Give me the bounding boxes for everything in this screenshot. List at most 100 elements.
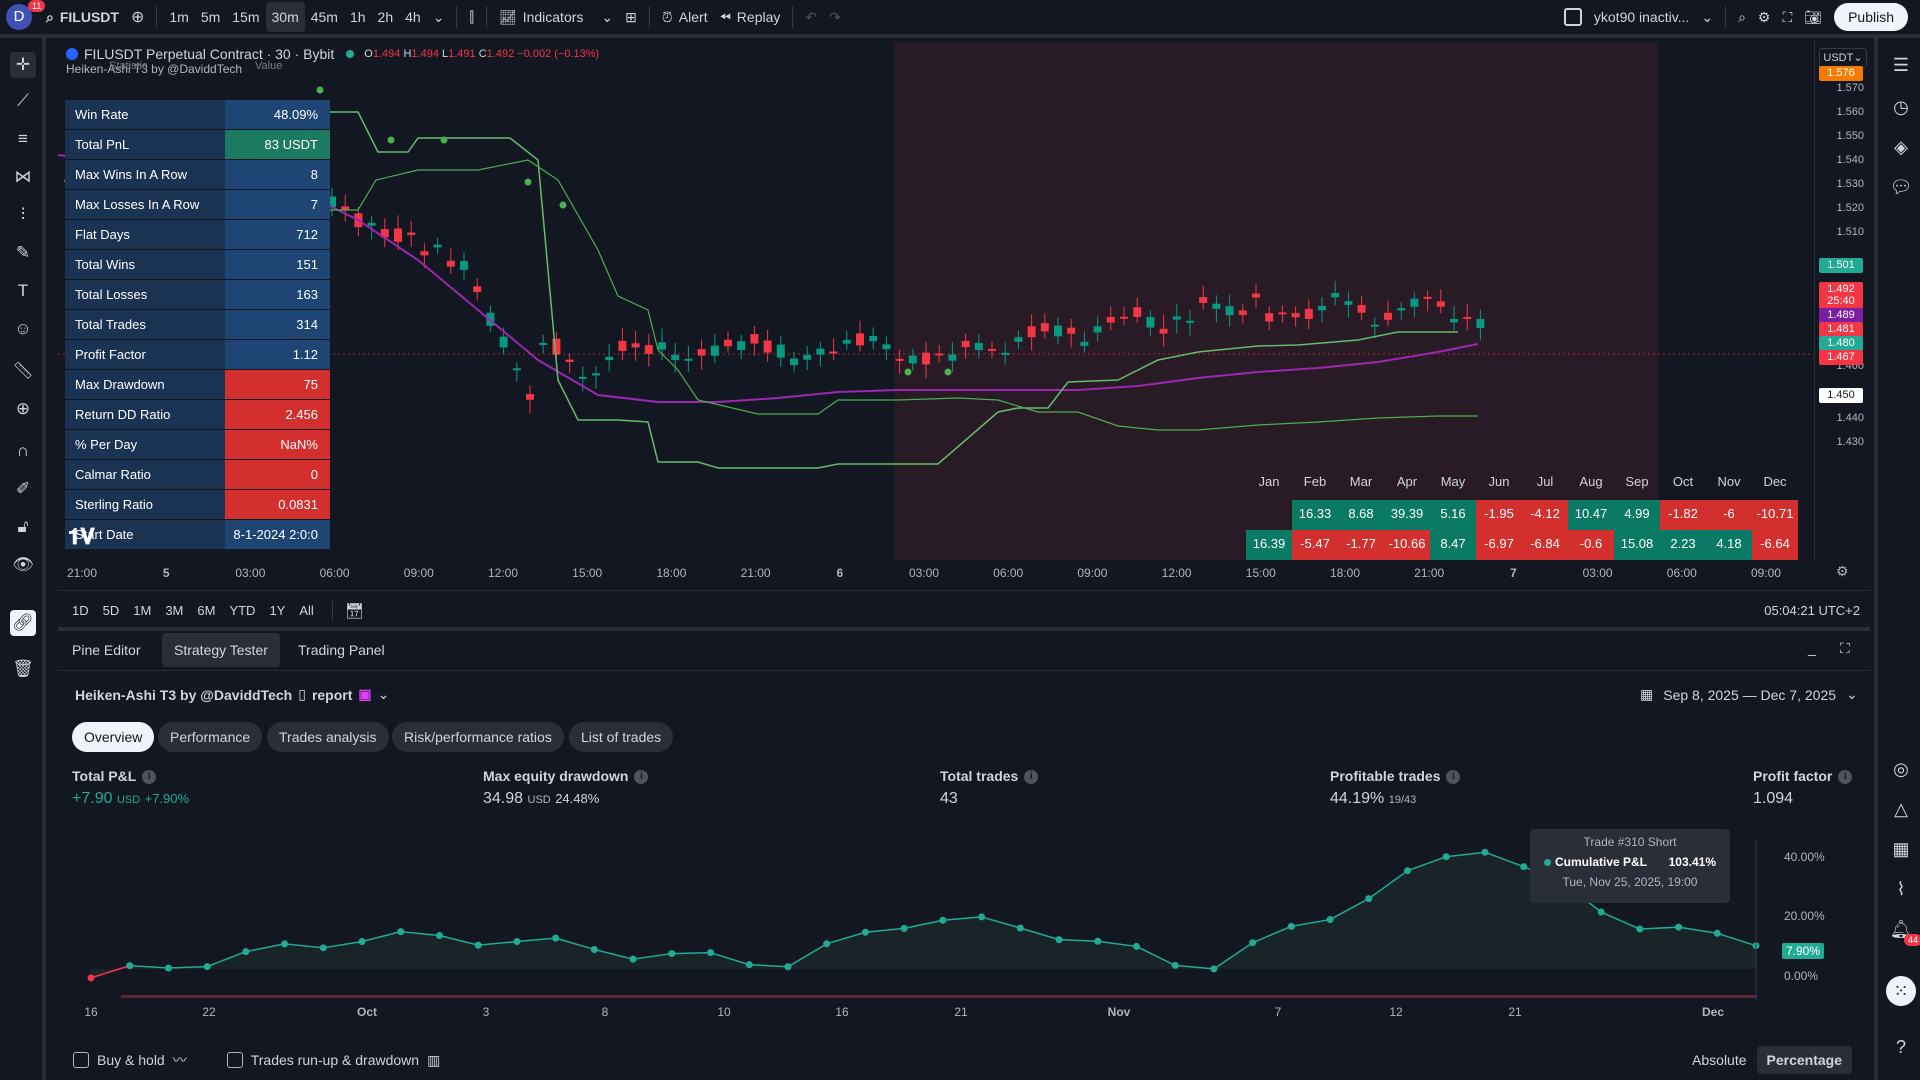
indicator-legend[interactable]: Heiken-Ashi T3 by @DaviddTech xyxy=(66,62,243,76)
interval-5m[interactable]: 5m xyxy=(200,9,221,25)
equity-point[interactable] xyxy=(629,955,637,963)
snapshot-button[interactable]: 📷︎ xyxy=(1798,0,1828,36)
user-avatar[interactable]: D 11 xyxy=(0,0,46,36)
equity-point[interactable] xyxy=(397,928,405,936)
equity-point[interactable] xyxy=(203,963,211,971)
equity-point[interactable] xyxy=(474,941,482,949)
pattern-icon[interactable]: ⋈ xyxy=(14,167,32,186)
equity-point[interactable] xyxy=(1597,908,1605,916)
equity-point[interactable] xyxy=(1481,848,1489,856)
date-range-picker[interactable]: ▦ Sep 8, 2025 — Dec 7, 2025 ⌄ xyxy=(1640,686,1858,703)
equity-point[interactable] xyxy=(1287,922,1295,930)
help-icon[interactable]: ? xyxy=(1895,1036,1906,1057)
equity-point[interactable] xyxy=(707,949,715,957)
lock-icon[interactable]: 🔓︎ xyxy=(17,517,29,536)
clock-readout[interactable]: 05:04:21 UTC+2 xyxy=(1764,603,1860,618)
currency-selector[interactable]: USDT⌄ xyxy=(1819,48,1867,68)
alert-button[interactable]: ⏰︎ Alert xyxy=(661,8,708,26)
trendline-icon[interactable]: ⟋ xyxy=(17,91,29,110)
equity-point[interactable] xyxy=(861,928,869,936)
interval-1h[interactable]: 1h xyxy=(349,9,366,25)
equity-point[interactable] xyxy=(978,913,986,921)
equity-point[interactable] xyxy=(358,938,366,946)
equity-point[interactable] xyxy=(1520,863,1528,871)
equity-point[interactable] xyxy=(939,916,947,924)
equity-point[interactable] xyxy=(1171,961,1179,969)
legend-title[interactable]: FILUSDT Perpetual Contract · 30 · Bybit xyxy=(84,46,335,62)
report-tab-trades-analysis[interactable]: Trades analysis xyxy=(267,722,389,752)
time-axis[interactable]: 21:00 5 03:00 06:00 09:00 12:00 15:00 18:00 21:0… xyxy=(58,560,1814,590)
fib-icon[interactable]: ≡ xyxy=(18,129,28,148)
zoom-in-icon[interactable]: ⊕ xyxy=(15,399,31,418)
calendar-icon[interactable]: ▦ xyxy=(1892,838,1910,859)
interval-45m[interactable]: 45m xyxy=(310,9,338,25)
eye-icon[interactable]: 👁︎ xyxy=(12,555,34,574)
magnet-icon[interactable]: ∩ xyxy=(16,441,30,460)
equity-point[interactable] xyxy=(1132,942,1140,950)
apps-icon[interactable]: ⁙ xyxy=(1886,976,1916,1006)
equity-point[interactable] xyxy=(1210,965,1218,973)
compare-symbol-button[interactable]: ⊕ xyxy=(125,0,150,36)
report-tab-list-of-trades[interactable]: List of trades xyxy=(569,722,674,752)
equity-point[interactable] xyxy=(164,964,172,972)
equity-point[interactable] xyxy=(745,961,753,969)
lock-drawing-icon[interactable]: ✐ xyxy=(15,479,31,498)
equity-point[interactable] xyxy=(590,945,598,953)
maximize-panel-icon[interactable]: ⛶ xyxy=(1840,640,1850,656)
settings-button[interactable]: ⚙ xyxy=(1752,0,1777,36)
equity-point[interactable] xyxy=(900,924,908,932)
quick-search-button[interactable]: ⌕ xyxy=(1732,0,1752,36)
equity-point[interactable] xyxy=(281,940,289,948)
clock-icon[interactable]: ◷ xyxy=(1893,96,1909,117)
equity-point[interactable] xyxy=(435,931,443,939)
equity-point[interactable] xyxy=(784,963,792,971)
interval-dropdown-button[interactable]: ⌄ xyxy=(427,0,451,36)
prediction-icon[interactable]: ⫶ xyxy=(20,205,26,224)
info-icon[interactable]: i xyxy=(1446,770,1461,785)
link-icon[interactable]: 🔗︎ xyxy=(10,610,36,636)
equity-point[interactable] xyxy=(823,940,831,948)
report-tab-risk-performance-ratios[interactable]: Risk/performance ratios xyxy=(392,722,564,752)
chat-icon[interactable]: 💬︎ xyxy=(1889,176,1913,197)
range-1m[interactable]: 1M xyxy=(133,603,152,618)
fullscreen-button[interactable]: ⛶ xyxy=(1776,0,1798,36)
redo-button[interactable]: ↷ xyxy=(823,0,847,36)
watchlist-icon[interactable]: ☰ xyxy=(1892,54,1910,75)
report-title[interactable]: Heiken-Ashi T3 by @DaviddTech ▯ report ▣… xyxy=(75,686,390,703)
range-1d[interactable]: 1D xyxy=(72,603,89,618)
info-icon[interactable]: i xyxy=(1838,770,1853,785)
layout-name[interactable]: ykot90 inactiv... ⌄ xyxy=(1593,8,1714,26)
report-tab-performance[interactable]: Performance xyxy=(158,722,263,752)
price-chart[interactable]: FILUSDT Perpetual Contract · 30 · Bybit … xyxy=(58,40,1870,630)
equity-point[interactable] xyxy=(1249,939,1257,947)
equity-point[interactable] xyxy=(1404,867,1412,875)
layouts-button[interactable]: ⊞ xyxy=(619,0,643,36)
equity-point[interactable] xyxy=(1713,929,1721,937)
equity-point[interactable] xyxy=(87,974,95,982)
equity-point[interactable] xyxy=(513,937,521,945)
stream-icon[interactable]: ⌇ xyxy=(1896,878,1906,899)
minimize-panel-icon[interactable]: _ xyxy=(1808,640,1816,656)
crosshair-icon[interactable]: ✛ xyxy=(10,52,36,78)
equity-point[interactable] xyxy=(1636,925,1644,933)
text-icon[interactable]: T xyxy=(17,281,29,300)
tradingview-logo[interactable]: 𝟏𝐕 xyxy=(68,524,95,549)
replay-button[interactable]: ⏪︎ Replay xyxy=(719,8,781,26)
interval-4h[interactable]: 4h xyxy=(405,9,421,25)
target-icon[interactable]: ◎ xyxy=(1893,758,1909,779)
range-ytd[interactable]: YTD xyxy=(229,603,256,618)
equity-point[interactable] xyxy=(1365,895,1373,903)
brush-icon[interactable]: ✎ xyxy=(15,243,31,262)
equity-point[interactable] xyxy=(1326,916,1334,924)
equity-point[interactable] xyxy=(1094,937,1102,945)
equity-point[interactable] xyxy=(319,944,327,952)
date-range-icon[interactable]: 📅︎ xyxy=(344,602,364,620)
equity-point[interactable] xyxy=(1016,924,1024,932)
equity-point[interactable] xyxy=(1055,936,1063,944)
absolute-toggle[interactable]: Absolute xyxy=(1692,1052,1747,1068)
emoji-icon[interactable]: ☺ xyxy=(14,319,32,338)
ruler-icon[interactable]: 📏︎ xyxy=(12,361,34,380)
range-6m[interactable]: 6M xyxy=(197,603,216,618)
price-axis[interactable]: USDT⌄ 1.570 1.560 1.550 1.540 1.530 1.520 1.51… xyxy=(1814,40,1870,560)
range-1y[interactable]: 1Y xyxy=(269,603,286,618)
